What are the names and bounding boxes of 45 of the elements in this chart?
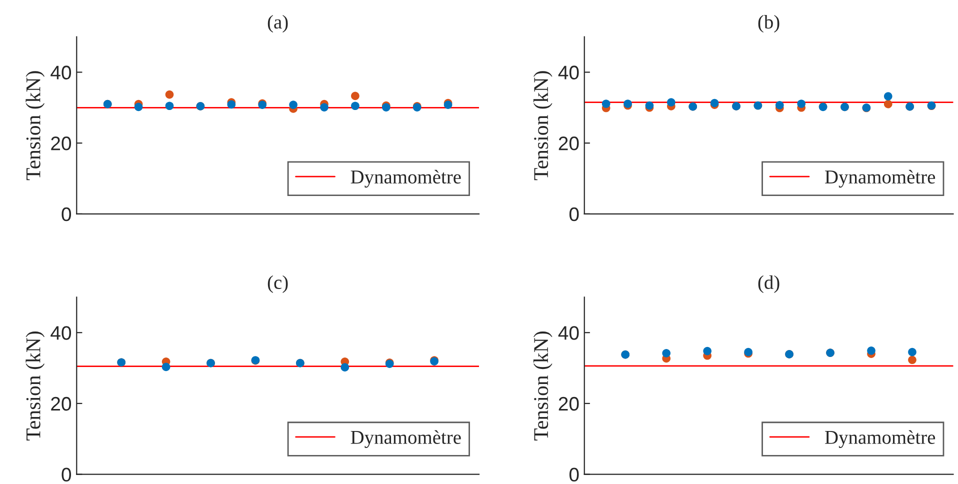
legend-label: Dynamomètre xyxy=(825,170,936,188)
point xyxy=(775,100,784,110)
chart-title: (c) xyxy=(268,275,288,293)
chart-title: (a) xyxy=(268,14,288,33)
point xyxy=(289,100,298,109)
point xyxy=(797,100,806,108)
point xyxy=(351,102,360,110)
point xyxy=(662,348,671,358)
legend-label: Dynamomètre xyxy=(825,430,936,448)
legend-label: Dynamomètre xyxy=(350,170,461,188)
chart-title: (d) xyxy=(758,275,780,293)
point xyxy=(908,356,916,364)
point xyxy=(227,100,236,109)
y-tick-label: 0 xyxy=(569,207,579,222)
legend-label: Dynamomètre xyxy=(350,430,461,448)
point xyxy=(134,102,143,112)
point xyxy=(162,362,170,372)
point xyxy=(165,102,174,110)
point xyxy=(666,98,676,106)
point xyxy=(703,346,712,356)
y-tick-label: 0 xyxy=(62,207,72,222)
chart-title: (b) xyxy=(758,14,780,33)
y-tick-label: 20 xyxy=(51,396,72,411)
y-tick-label: 40 xyxy=(558,326,579,340)
y-tick-label: 40 xyxy=(50,66,72,80)
point xyxy=(340,363,350,372)
point xyxy=(320,103,328,112)
y-axis-title: Tension (kN) xyxy=(533,71,552,180)
point xyxy=(908,348,916,356)
point xyxy=(165,90,174,99)
y-tick-label: 20 xyxy=(51,136,72,150)
y-axis-title: Tension (kN) xyxy=(26,71,45,180)
y-axis-title: Tension (kN) xyxy=(533,332,552,440)
point xyxy=(602,100,610,108)
y-tick-label: 0 xyxy=(569,468,579,482)
point xyxy=(867,346,876,355)
y-tick-label: 20 xyxy=(558,136,579,150)
point xyxy=(884,100,892,108)
point xyxy=(884,92,892,100)
y-tick-label: 0 xyxy=(62,468,72,482)
y-tick-label: 20 xyxy=(558,396,579,411)
y-tick-label: 40 xyxy=(50,326,72,340)
y-axis-title: Tension (kN) xyxy=(26,332,45,440)
point xyxy=(351,92,360,100)
y-tick-label: 40 xyxy=(558,66,579,80)
